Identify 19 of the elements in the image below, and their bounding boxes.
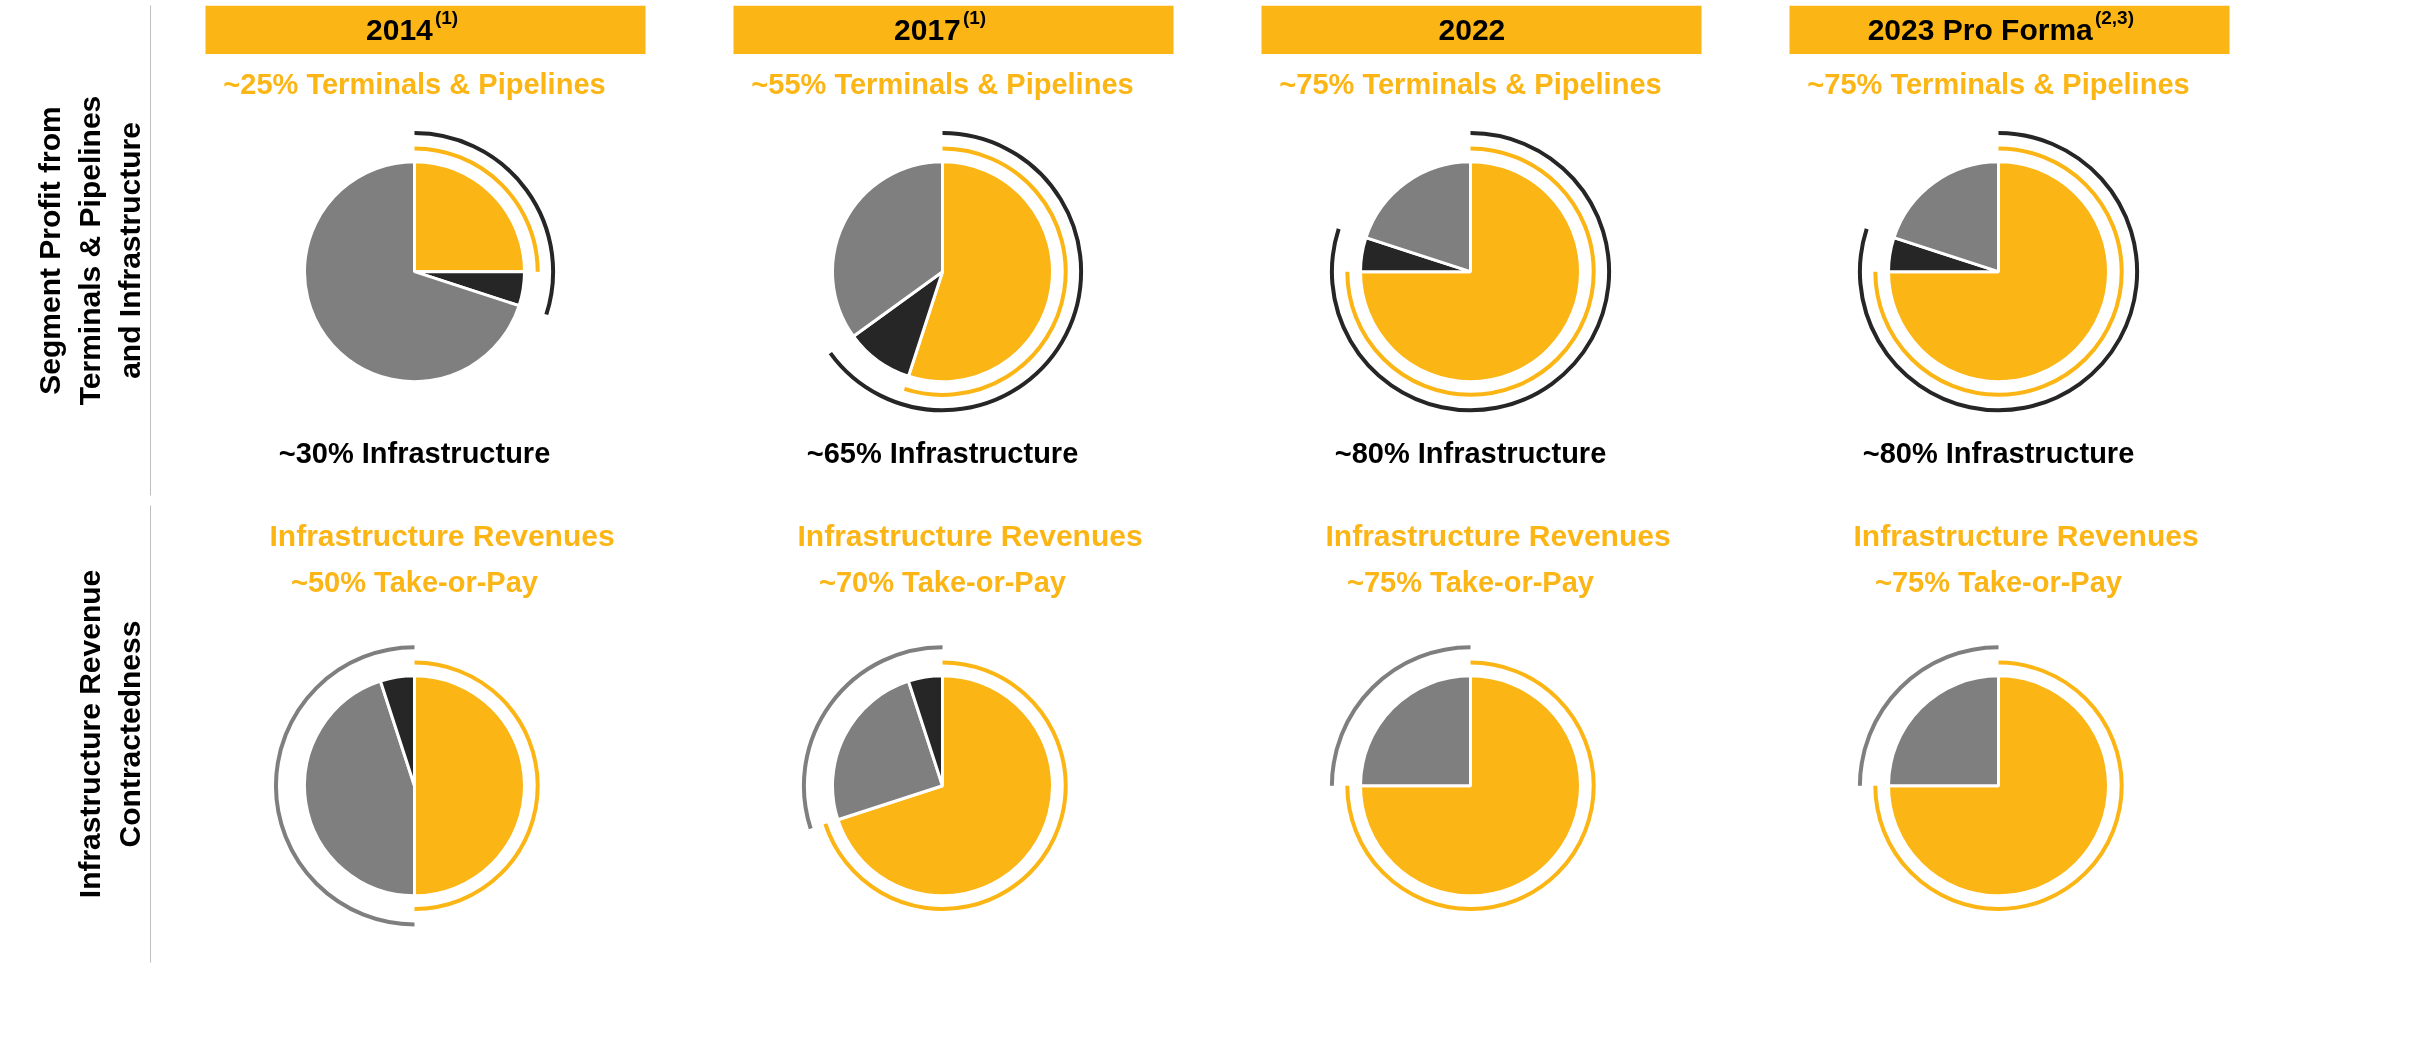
chart-subtitle: ~55% Terminals & Pipelines: [751, 68, 1134, 101]
chart-subtitle: ~70% Take-or-Pay: [819, 566, 1066, 598]
chart-title: Infrastructure Revenues: [269, 519, 615, 553]
chart-subtitle: ~75% Take-or-Pay: [1875, 566, 2122, 598]
chart-subtitle: ~25% Terminals & Pipelines: [223, 68, 606, 101]
chart-subtitle: ~50% Take-or-Pay: [291, 566, 538, 598]
text: ~30% Infrastructure: [278, 437, 551, 470]
chart-title: Infrastructure Revenues: [797, 519, 1143, 553]
text: ~80% Infrastructure: [1862, 437, 2135, 470]
chart-title: 2022: [1438, 12, 1506, 46]
chart-subtitle: ~75% Terminals & Pipelines: [1807, 68, 2190, 101]
text: Segment Profit from Terminals & Pipelines and Infrastructure: [33, 95, 146, 406]
chart-subtitle: ~75% Take-or-Pay: [1347, 566, 1594, 598]
text: ~65% Infrastructure: [806, 437, 1079, 470]
chart-subtitle: ~75% Terminals & Pipelines: [1279, 68, 1662, 101]
chart-title: Infrastructure Revenues: [1853, 519, 2199, 553]
chart-title: Infrastructure Revenues: [1325, 519, 1671, 553]
text: ~80% Infrastructure: [1334, 437, 1607, 470]
text: Infrastructure Revenue Contractedness: [72, 569, 146, 899]
